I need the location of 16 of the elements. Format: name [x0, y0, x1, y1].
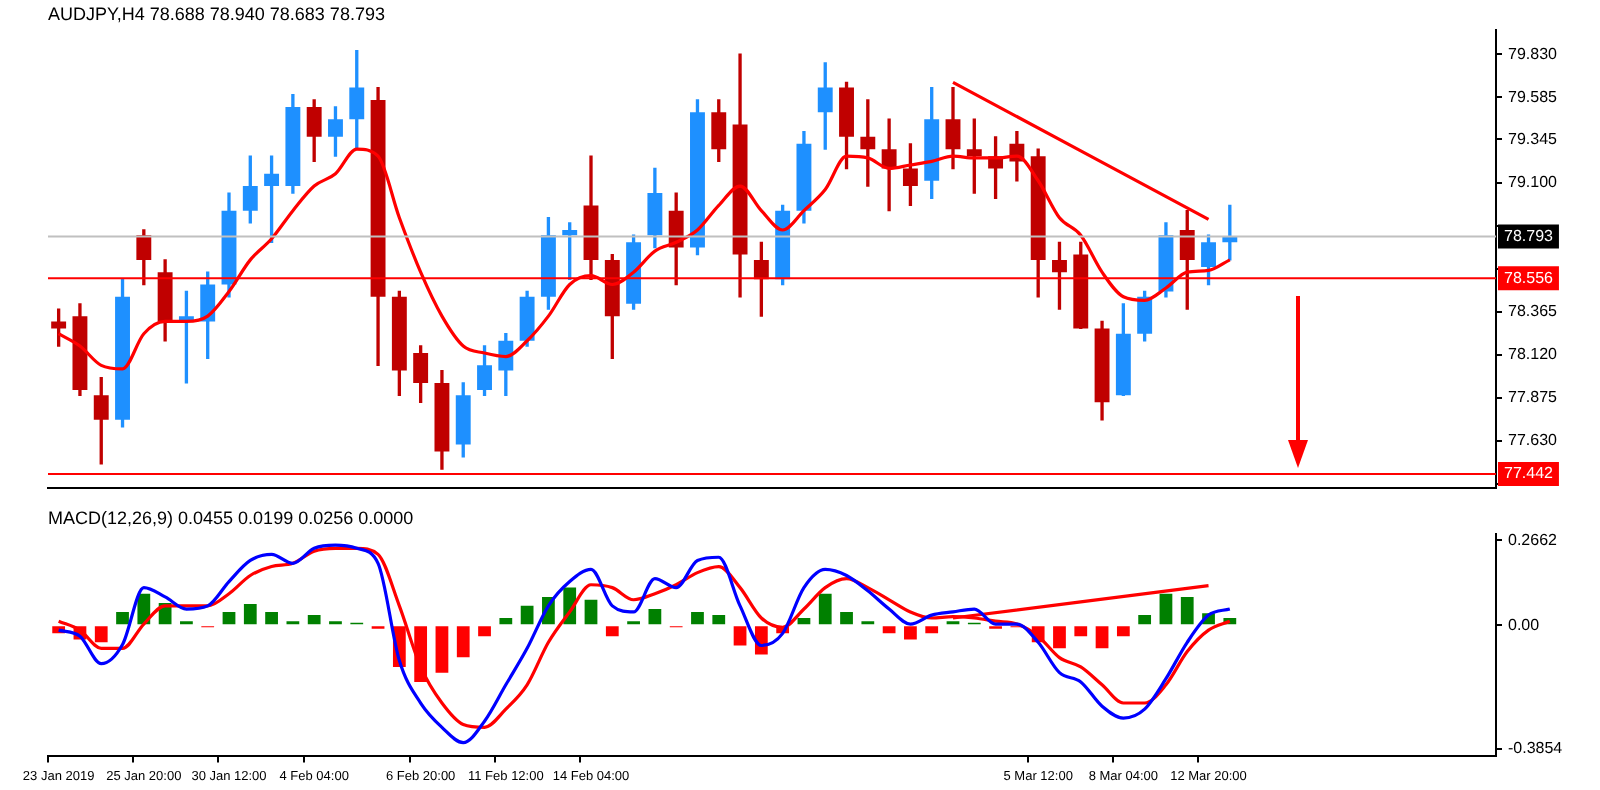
y-tick-label: 0.00 — [1508, 615, 1541, 634]
y-tick-label: 79.585 — [1508, 87, 1559, 106]
y-tick-label: 77.630 — [1508, 431, 1559, 450]
y-tick-label: 78.365 — [1508, 302, 1559, 321]
chart-title: MACD(12,26,9) 0.0455 0.0199 0.0256 0.0000 — [48, 507, 414, 528]
y-tick-label: -0.3854 — [1508, 738, 1564, 757]
y-tick-label: 77.875 — [1508, 388, 1559, 407]
chart-title: AUDJPY,H4 78.688 78.940 78.683 78.793 — [48, 3, 385, 24]
ref-line-label: 78.556 — [1504, 268, 1555, 287]
y-tick-label: 79.830 — [1508, 44, 1559, 63]
ref-line-label: 78.793 — [1504, 226, 1555, 245]
y-tick-label: 0.2662 — [1508, 530, 1559, 549]
y-tick-label: 79.100 — [1508, 172, 1559, 191]
y-tick-label: 79.345 — [1508, 129, 1559, 148]
ref-line-label: 77.442 — [1504, 464, 1555, 483]
y-tick-label: 78.120 — [1508, 345, 1559, 364]
